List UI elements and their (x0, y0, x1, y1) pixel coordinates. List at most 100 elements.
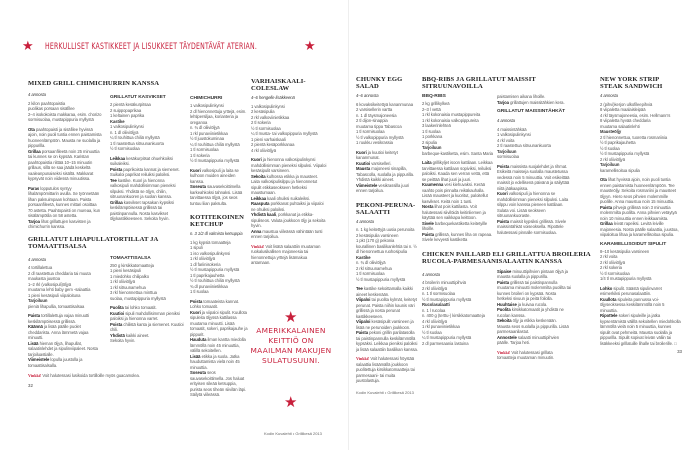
text: 2 kesäsipulia varsineen (356, 232, 399, 238)
text: kirsikkatomaatit ja yhdistä ne rucolan k… (497, 307, 564, 318)
lead-word: Paista (356, 330, 369, 335)
subheading: GRILLATUT MAISSINTÄHKÄT (497, 109, 571, 115)
lead-word: Sekoita (251, 173, 266, 179)
instruction-paragraph: Tee kastike sekoittamalla kaikki aineet … (356, 286, 419, 297)
text: barbequekastiketta keitetyille lihoille. (422, 220, 488, 232)
tip-paragraph: Vinkki! Voit halutessasi höystää salaatt… (356, 356, 419, 384)
text: 2–3 l vettä (422, 106, 441, 112)
instruction-paragraph: Paista tortillalettuja vajaa minuutti ke… (28, 313, 102, 324)
ingredient: puolikas porsaan sisäfilee (28, 106, 102, 112)
text: CHICKEN PAILLARD ELI GRILLATTUA BROILERI… (422, 250, 591, 265)
text: 2 pientä kesäporkkanaa (251, 142, 295, 147)
lead-word: Lisää (28, 340, 39, 346)
serving-size: 4–6 hengelle lisäkkeenä (251, 95, 327, 101)
ingredient: 2 dl raastettua cheddaria tai muuta mauk… (28, 271, 102, 282)
text: pekoni grillin parilatasolla tai paistin… (356, 330, 418, 352)
text: 2 dl raastettua cheddaria tai muuta mauk… (28, 270, 91, 282)
text: VARHAISKAALI-COLESLAW (251, 78, 306, 92)
lead-word: Poista (497, 163, 510, 169)
ingredient: 3 rkl hienonnettua minttua (110, 290, 184, 296)
lead-word: Ripottele (600, 313, 618, 318)
text: 4 rkl voita (497, 137, 515, 143)
instruction-paragraph: Ota paahtopaisti ja sisäfilee hyvissä aj… (28, 127, 102, 149)
lead-word: Kuori (356, 149, 367, 155)
ingredient: 2 rkl voita (600, 254, 682, 260)
text: 2 rkl sitruunamehua (356, 265, 392, 271)
ingredient: kourallinen basilikanlehtiä tai n. ½ dl … (356, 244, 419, 255)
ingredient: 2–4 isokokoista makkaraa, esim. chorizo (28, 112, 102, 118)
recipe-section: CHUNKY EGG SALAD 4–6 annosta 6 kovaksikeit… (356, 76, 419, 194)
ingredient-group-label: Tarjoiluun (422, 145, 494, 151)
text: tai lohko tomaatit. (123, 305, 157, 310)
star-icon: ★ (22, 38, 34, 53)
lead-word: Anna (251, 228, 262, 234)
lead-word: Puolita (497, 307, 511, 312)
serving-size: 4 annosta (28, 257, 102, 263)
text: 1 rkl oliiviöljyä (190, 256, 215, 261)
text: sipuleita pannussa voi-öljyseoksessa kes… (600, 296, 665, 313)
instruction-paragraph: Hauduta ilman kantta miedolla lämmöllä n… (190, 337, 248, 354)
ingredient: 8 viipaletta hyvää cheddaria (600, 118, 682, 124)
ingredient: karamellisoitua sipulia (600, 168, 682, 174)
ingredient: 1 rkl kokonaisia valkopippureita (422, 118, 494, 124)
ingredient: 1 valkosipulinkynsi (497, 132, 571, 138)
ingredient: 2 suippopaprikaa (110, 108, 184, 114)
text: muutama salaatinlehti (600, 123, 640, 129)
text: 1 dl fariinisokeria (190, 261, 221, 267)
text: n. 1 dl oliiviöljyä (110, 129, 139, 135)
serving-size: 4 annosta (422, 272, 494, 278)
ingredient: 2 tl dijon-sinappia (356, 118, 419, 124)
text: 1 rkl punaviinietikkaa (422, 324, 460, 329)
ingredient: 1 tl sormisuolaa (190, 147, 248, 153)
text: öljy ja etikka keskenään. Mausta seos su… (497, 318, 569, 334)
lead-word: Viimeistele (356, 182, 378, 188)
recipe-section: GRILLATUT KASVIKSET 2 pientä kesäkurpitsa… (110, 87, 184, 222)
text: Kastike (356, 254, 371, 260)
ingredient: 1 sipuli (190, 245, 248, 251)
ingredient: 250 g kirsikkatomaatteja (110, 263, 184, 269)
text: grillissä, kunnes liha on rapeaa. Sivele… (422, 231, 493, 243)
text: 4 annosta (28, 256, 46, 262)
ingredient: 1 iso valkosipulinkynsi (190, 251, 248, 257)
text: 1 tl suolaa (190, 289, 209, 294)
text: 1 kg kypsiä tomaatteja (190, 239, 231, 245)
ingredient: 1–2 rkl (valkosipuli)öljyä (28, 282, 102, 288)
ingredient: 8 viipaletta maalaisleipää (600, 107, 682, 113)
ingredient: ½ tl rouhittua chiliä myllystä (190, 278, 248, 284)
text: GRILLATUT MAISSINTÄHKÄT (497, 109, 566, 114)
text: ja lisää päälle puolet cheddarista. Anna… (28, 324, 89, 340)
lead-word: Tee (110, 177, 117, 183)
ingredient: 1 rkl kokonaisia mustapippureita (422, 112, 494, 118)
lead-word: Yhdistä (110, 332, 125, 338)
text: 1 sipuli (190, 245, 203, 250)
ingredient: 1 rkl oliiviöljyä (110, 279, 184, 285)
text: lihat hyvissä ajoin, noin puoli tuntia e… (600, 177, 677, 204)
recipe-section: 4 annosta 4 broilerin minuuttipihviä 2 rkl… (422, 265, 494, 347)
ingredient: 2 tl hienonnettua, tuoretta rosmariinia (600, 135, 682, 141)
recipe-title: GRILLATUT LIHAPULLATORTILLAT JA TOMAATTI… (28, 236, 168, 250)
text: sipulit. Säästä sipulinvarret esimerkiks… (600, 285, 662, 297)
text: 4 annosta (497, 118, 515, 123)
text: leivät rapeiksi. Levitä leiville majonee… (600, 221, 679, 237)
text: karamellisoitua sipulia (600, 167, 640, 173)
text: 1 miedohko chilipalko (110, 273, 149, 279)
text: 1 pieni kesäsipuli viipaloituna (28, 292, 81, 298)
text: kourallinen basilikanlehtiä tai n. ½ dl … (356, 243, 417, 255)
lead-word: Viimeistele (28, 357, 50, 362)
lead-word: Nosta (422, 204, 434, 209)
ingredient-group-label: Kastike (110, 119, 184, 125)
text: 2 rkl valkoviinietikkaa (251, 114, 290, 120)
instruction-paragraph: Paras lopputulos syntyy lihalämpömittari… (28, 186, 102, 219)
tip-paragraph: Vinkki! Voit halutessasi lusikoida torti… (28, 373, 186, 379)
text: tortillalettuja vajaa minuutti keskilämp… (28, 313, 90, 324)
instruction-paragraph: Tarjoa grillattujen maissitähkien kera. (497, 100, 571, 106)
instruction-paragraph: Puolita kirsikkatomaatit ja yhdistä ne r… (497, 307, 571, 318)
ingredient-group-label: Rucolasalaatti (422, 302, 494, 308)
text: 2 kesäsipulia (251, 109, 275, 114)
text: 2 tl sokeria (251, 120, 271, 125)
ingredient: 2 rkl oliiviöljyä (600, 260, 682, 266)
text: 6 kovaksikeitettyä kananmunaa (356, 101, 413, 107)
ingredient: 4 tortillalettua (28, 265, 102, 271)
instruction-paragraph: Anna maustua viileässä vähintään tunti e… (251, 229, 327, 240)
text: Mausteöljy (600, 129, 622, 134)
